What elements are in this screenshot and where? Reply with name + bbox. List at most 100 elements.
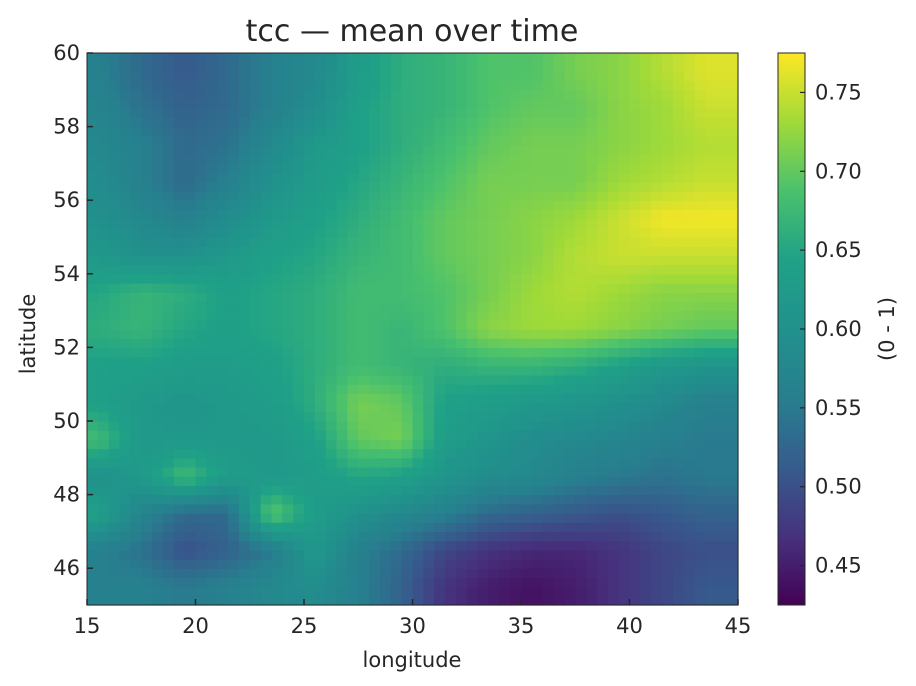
heatmap-cell	[412, 356, 424, 367]
heatmap-cell	[217, 191, 229, 201]
heatmap-cell	[119, 365, 131, 376]
heatmap-cell	[206, 209, 218, 220]
heatmap-cell	[238, 126, 251, 137]
heatmap-cell	[195, 172, 207, 183]
heatmap-cell	[141, 384, 153, 394]
heatmap-cell	[130, 209, 142, 220]
heatmap-cell	[271, 209, 283, 220]
heatmap-cell	[282, 531, 294, 542]
heatmap-cell	[173, 329, 186, 339]
heatmap-cell	[510, 467, 522, 477]
heatmap-cell	[575, 531, 587, 542]
heatmap-cell	[477, 255, 490, 266]
heatmap-cell	[228, 172, 240, 183]
heatmap-cell	[314, 329, 327, 339]
heatmap-cell	[238, 71, 251, 82]
heatmap-cell	[586, 375, 598, 385]
heatmap-cell	[293, 513, 305, 523]
heatmap-cell	[336, 347, 348, 358]
heatmap-cell	[434, 393, 446, 404]
heatmap-cell	[184, 476, 197, 486]
heatmap-cell	[488, 319, 500, 330]
heatmap-cell	[304, 135, 316, 146]
heatmap-cell	[87, 402, 99, 413]
heatmap-cell	[531, 577, 544, 588]
heatmap-cell	[238, 246, 251, 256]
heatmap-cell	[618, 71, 631, 82]
heatmap-cell	[607, 310, 620, 321]
heatmap-cell	[228, 89, 240, 100]
heatmap-cell	[423, 255, 435, 266]
heatmap-cell	[564, 476, 576, 486]
heatmap-cell	[260, 237, 273, 247]
heatmap-cell	[531, 411, 544, 422]
heatmap-cell	[488, 540, 500, 551]
heatmap-cell	[325, 485, 338, 496]
heatmap-cell	[705, 494, 717, 505]
heatmap-cell	[152, 338, 164, 348]
heatmap-cell	[727, 191, 739, 201]
heatmap-cell	[629, 292, 641, 302]
heatmap-cell	[521, 191, 533, 201]
heatmap-cell	[477, 283, 490, 293]
heatmap-cell	[260, 62, 273, 72]
heatmap-cell	[130, 264, 142, 275]
heatmap-cell	[162, 448, 175, 459]
heatmap-cell	[531, 421, 544, 431]
heatmap-cell	[108, 329, 121, 339]
heatmap-cell	[640, 586, 652, 597]
heatmap-cell	[141, 549, 153, 560]
heatmap-cell	[141, 494, 153, 505]
heatmap-cell	[423, 200, 435, 210]
heatmap-cell	[705, 246, 717, 256]
heatmap-cell	[542, 467, 555, 477]
heatmap-cell	[217, 283, 229, 293]
heatmap-cell	[293, 577, 305, 588]
heatmap-cell	[119, 71, 131, 82]
heatmap-cell	[228, 117, 240, 128]
heatmap-cell	[553, 457, 565, 468]
heatmap-cell	[358, 338, 370, 348]
heatmap-cell	[325, 62, 338, 72]
heatmap-cell	[651, 310, 663, 321]
heatmap-cell	[564, 402, 576, 413]
heatmap-cell	[662, 365, 674, 376]
heatmap-cell	[455, 540, 468, 551]
heatmap-cell	[130, 108, 142, 118]
heatmap-cell	[727, 264, 739, 275]
heatmap-cell	[564, 80, 576, 91]
heatmap-cell	[662, 99, 674, 109]
heatmap-cell	[575, 71, 587, 82]
heatmap-cell	[152, 310, 164, 321]
heatmap-cell	[445, 255, 457, 266]
heatmap-cell	[401, 577, 414, 588]
heatmap-cell	[423, 347, 435, 358]
heatmap-cell	[119, 227, 131, 238]
heatmap-cell	[358, 559, 370, 569]
heatmap-cell	[271, 559, 283, 569]
heatmap-cell	[521, 200, 533, 210]
heatmap-cell	[423, 273, 435, 284]
heatmap-cell	[152, 503, 164, 514]
heatmap-cell	[683, 485, 696, 496]
heatmap-cell	[694, 522, 707, 532]
heatmap-cell	[716, 301, 728, 312]
heatmap-cell	[379, 117, 392, 128]
heatmap-cell	[184, 411, 197, 422]
heatmap-cell	[282, 80, 294, 91]
heatmap-cell	[455, 549, 468, 560]
heatmap-cell	[87, 531, 99, 542]
heatmap-cell	[466, 71, 479, 82]
heatmap-cell	[412, 154, 424, 164]
heatmap-cell	[260, 595, 273, 606]
heatmap-cell	[683, 117, 696, 128]
heatmap-cell	[510, 595, 522, 606]
heatmap-cell	[325, 365, 338, 376]
heatmap-cell	[727, 338, 739, 348]
heatmap-cell	[249, 273, 262, 284]
heatmap-cell	[607, 467, 620, 477]
heatmap-cell	[228, 494, 240, 505]
heatmap-cell	[217, 329, 229, 339]
heatmap-cell	[282, 503, 294, 514]
heatmap-cell	[531, 209, 544, 220]
